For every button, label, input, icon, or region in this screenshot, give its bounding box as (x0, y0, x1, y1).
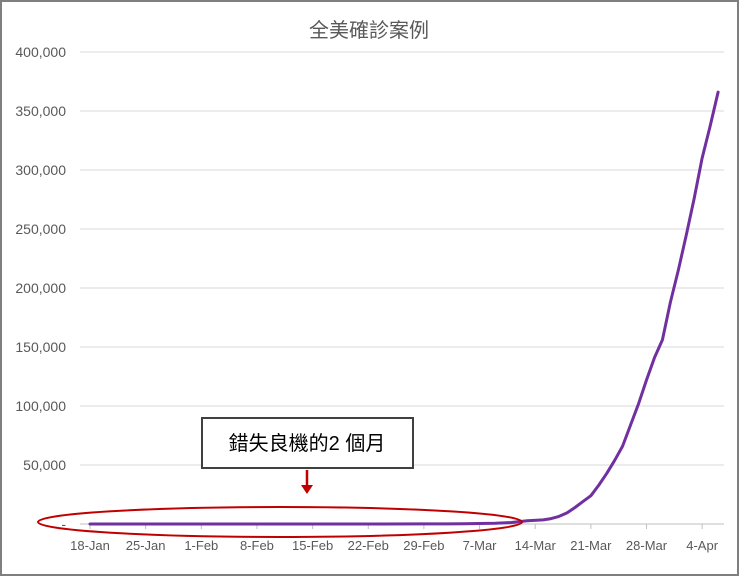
x-tick-label: 7-Mar (463, 538, 498, 553)
annotation-box (201, 417, 414, 469)
x-tick-label: 21-Mar (570, 538, 612, 553)
series-layer (88, 90, 720, 526)
x-tick-label: 18-Jan (70, 538, 110, 553)
y-tick-label: 250,000 (15, 221, 66, 237)
x-tick-label: 8-Feb (240, 538, 274, 553)
x-tick-label: 14-Mar (515, 538, 557, 553)
x-tick-label: 4-Apr (686, 538, 718, 553)
y-axis: - 50,000 100,000 150,000 200,000 250,000 300,0… (15, 44, 66, 532)
chart-title: 全美確診案例 (309, 19, 429, 42)
y-tick-label: 50,000 (23, 457, 66, 473)
highlight-ellipse (37, 506, 523, 538)
y-tick-label: 200,000 (15, 280, 66, 296)
y-tick-label: 400,000 (15, 44, 66, 60)
x-tick-label: 1-Feb (184, 538, 218, 553)
x-tick-label: 22-Feb (348, 538, 389, 553)
gridlines (80, 51, 724, 466)
y-tick-label: - (61, 516, 66, 532)
annotation-arrow-head (301, 485, 313, 494)
annotation-text: 錯失良機的2 個月 (229, 432, 386, 455)
y-tick-label: 300,000 (15, 162, 66, 178)
y-tick-label: 100,000 (15, 398, 66, 414)
x-tick-label: 29-Feb (403, 538, 444, 553)
y-tick-label: 350,000 (15, 103, 66, 119)
annotation-layer: 錯失良機的2 個月 (37, 417, 523, 538)
y-tick-label: 150,000 (15, 339, 66, 355)
x-tick-label: 28-Mar (626, 538, 668, 553)
x-tick-label: 15-Feb (292, 538, 333, 553)
x-tick-label: 25-Jan (126, 538, 166, 553)
series-line (88, 90, 720, 526)
